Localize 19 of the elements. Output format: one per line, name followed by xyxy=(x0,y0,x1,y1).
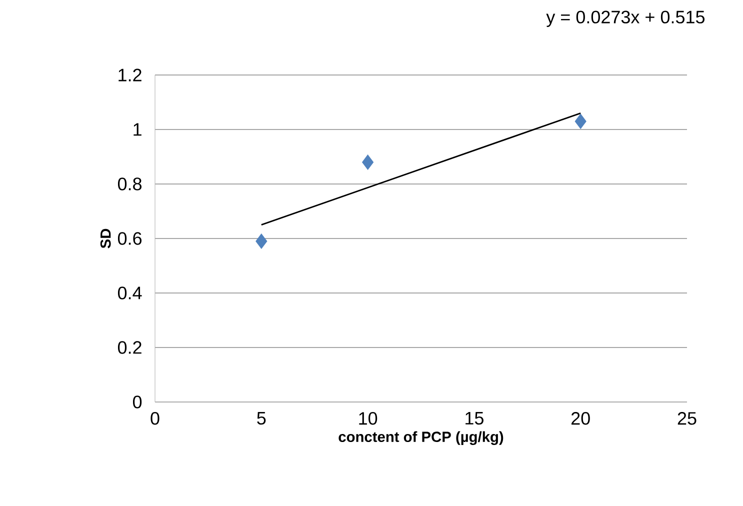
y-tick-label: 1.2 xyxy=(118,68,142,82)
x-tick-label: 10 xyxy=(359,412,378,425)
text: y = 0.0273x + 0.515 xyxy=(546,10,705,28)
x-tick-label: 5 xyxy=(257,412,266,425)
y-tick-label: 0.2 xyxy=(118,341,142,354)
x-tick-label: 15 xyxy=(466,412,484,425)
point xyxy=(362,154,374,170)
y-tick-label: 0 xyxy=(132,396,142,408)
y-tick-label: 0.6 xyxy=(118,232,142,245)
x-tick-label: 25 xyxy=(678,412,696,425)
y-tick-label: 0.4 xyxy=(118,286,142,300)
y-tick-label: 1 xyxy=(134,123,142,136)
x-tick-label: 20 xyxy=(571,412,590,425)
x-tick-label: 0 xyxy=(150,412,160,425)
x-axis-title: conctent of PCP (µg/kg) xyxy=(338,431,504,446)
y-axis-title: SD xyxy=(100,228,111,248)
point xyxy=(574,114,586,129)
point xyxy=(256,234,268,249)
y-tick-label: 0.8 xyxy=(118,178,142,190)
